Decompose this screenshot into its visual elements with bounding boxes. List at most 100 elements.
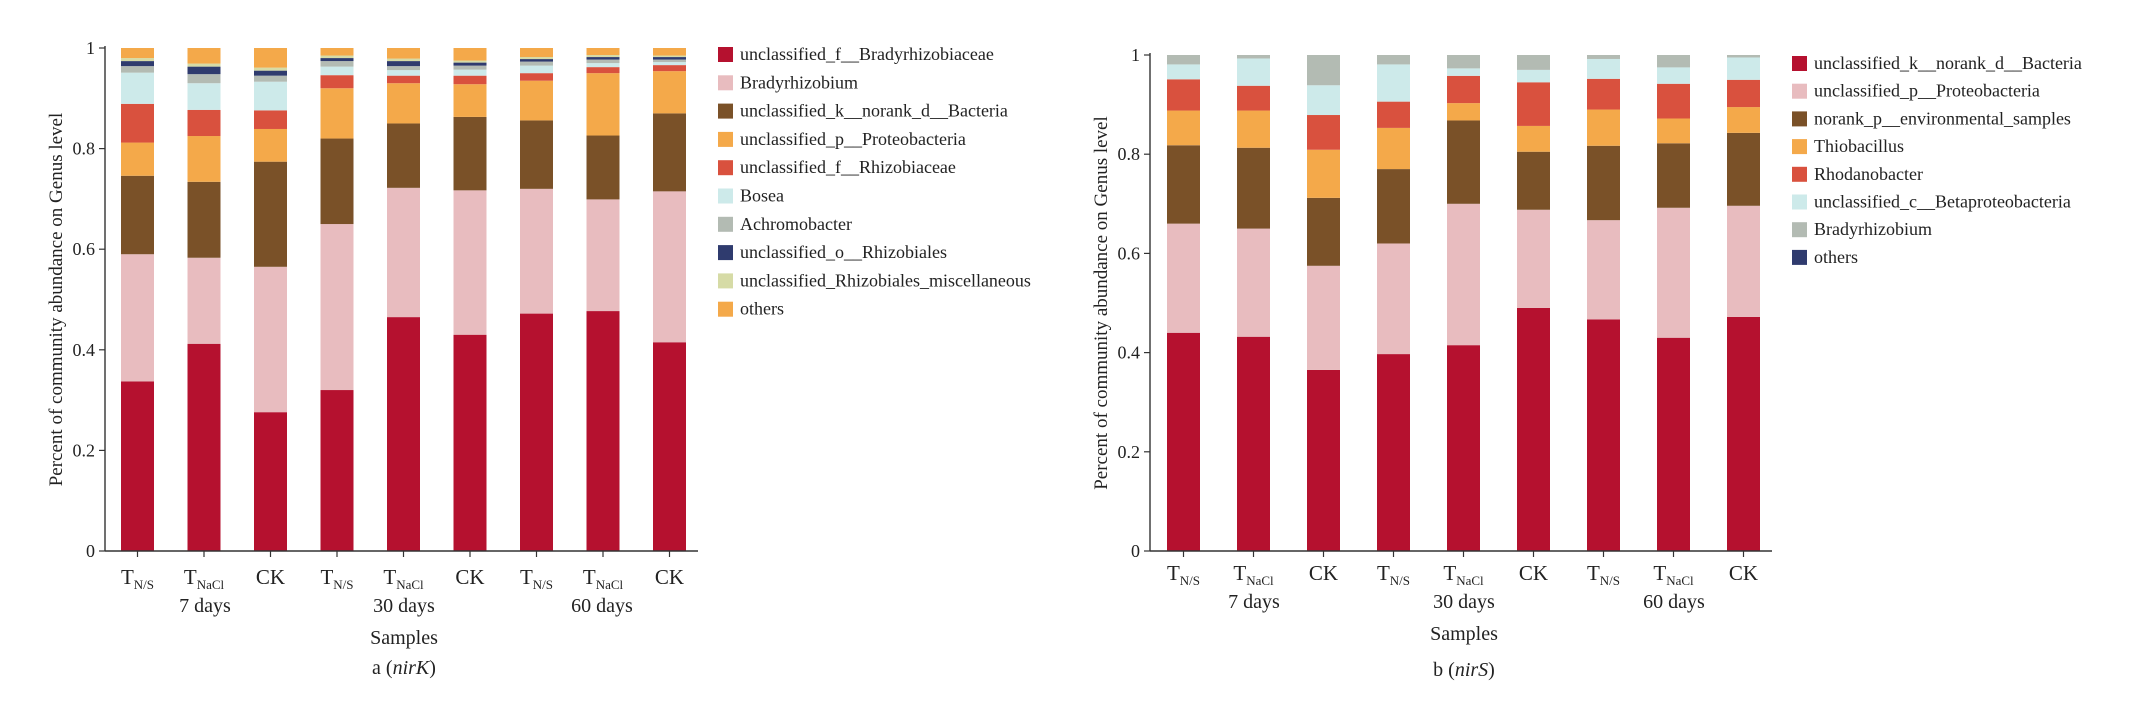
bar-segment (1657, 207, 1690, 338)
bar-segment (1447, 55, 1480, 69)
legend-swatch (718, 273, 733, 289)
bar-segment (520, 313, 553, 551)
panel-label: b (nirS) (1433, 659, 1495, 681)
bar-segment (1657, 143, 1690, 208)
bar-segment (387, 317, 420, 551)
legend-swatch (718, 47, 733, 62)
legend-swatch (1792, 139, 1807, 155)
bar-segment (121, 61, 154, 67)
bar-segment (1447, 203, 1480, 346)
bar-segment (653, 62, 686, 66)
y-axis-title: Percent of community abundance on Genus … (1091, 116, 1112, 490)
bar-segment (453, 334, 487, 551)
bar-segment (453, 48, 487, 61)
x-axis-title: Samples (370, 627, 438, 649)
bar-segment (187, 48, 221, 64)
bar-segment (1727, 57, 1760, 80)
group-label: 7 days (179, 595, 231, 617)
bar-segment (586, 59, 620, 64)
group-label: 60 days (1643, 591, 1705, 613)
y-tick-label: 0.6 (73, 239, 96, 259)
bar-segment (187, 181, 221, 258)
legend-swatch (1792, 83, 1807, 99)
y-tick-label: 0.6 (1118, 243, 1141, 263)
bar-segment (1727, 132, 1760, 206)
bar-segment (187, 343, 221, 551)
bar-segment (121, 66, 154, 73)
bar-segment (1377, 127, 1410, 170)
x-tick-label: TNaCl (1233, 561, 1274, 588)
x-tick-label: TN/S (320, 565, 353, 592)
legend-label: unclassified_p__Proteobacteria (1814, 81, 2040, 101)
bar-segment (1167, 55, 1200, 65)
x-tick-label: CK (1309, 561, 1338, 585)
bar-segment (254, 67, 287, 71)
bar-segment (1657, 83, 1690, 119)
bar-segment (586, 67, 620, 74)
bar-segment (586, 63, 620, 68)
bar-segment (320, 224, 354, 391)
bar-segment (520, 61, 553, 66)
bar-segment (1307, 369, 1340, 551)
bar-segment (1587, 78, 1620, 110)
bar-segment (1237, 58, 1270, 86)
bar-segment (1167, 145, 1200, 224)
bar-segment (1377, 354, 1410, 551)
bar-segment (1377, 243, 1410, 355)
chart-panel-b: 0 0.2 0.4 0.6 0.8 1 Percent of community abund… (1091, 45, 2082, 681)
bar-segment (1517, 151, 1550, 210)
bar-segment (653, 71, 686, 114)
legend-swatch (1792, 111, 1807, 127)
bar-segment (387, 187, 420, 318)
bar-segment (1517, 307, 1550, 551)
bar-segment (653, 48, 686, 56)
bar-segment (1517, 209, 1550, 308)
bar-segment (520, 65, 553, 74)
bar-segment (1447, 75, 1480, 104)
x-tick-label: CK (256, 565, 285, 589)
bar-segment (1657, 337, 1690, 551)
bar-segment (520, 188, 553, 314)
bar-segment (387, 70, 420, 76)
bar-segment (1587, 319, 1620, 551)
bar-segment (387, 83, 420, 124)
legend-label: Achromobacter (740, 214, 852, 234)
bar-segment (1727, 55, 1760, 58)
bar-segment (1307, 55, 1340, 86)
bar-segment (520, 80, 553, 121)
bar-segment (520, 73, 553, 81)
bar-segment (453, 84, 487, 117)
bar-segment (121, 72, 154, 104)
bar-segment (254, 161, 287, 267)
group-label: 30 days (373, 595, 435, 617)
legend-swatch (718, 131, 733, 147)
x-tick-label: CK (455, 565, 484, 589)
x-tick-label: TN/S (520, 565, 553, 592)
y-tick-label: 0.2 (1118, 442, 1141, 462)
x-tick-label: TNaCl (184, 565, 225, 592)
bar-segment (586, 199, 620, 312)
x-tick-label: TNaCl (1653, 561, 1694, 588)
bar-segment (320, 88, 354, 139)
bar-segment (520, 120, 553, 189)
legend-label: norank_p__environmental_samples (1814, 108, 2071, 128)
legend-swatch (718, 301, 733, 317)
bar-segment (387, 58, 420, 62)
bar-segment (653, 113, 686, 192)
x-tick-label: CK (655, 565, 684, 589)
group-label: 7 days (1228, 591, 1280, 613)
legend-swatch (1792, 166, 1807, 182)
bar-segment (121, 254, 154, 382)
bar-segment (320, 75, 354, 89)
y-tick-label: 0 (1131, 541, 1140, 561)
y-tick-label: 0.2 (73, 440, 96, 460)
legend-label: unclassified_c__Betaproteobacteria (1814, 192, 2071, 212)
group-label: 30 days (1433, 591, 1495, 613)
y-tick-label: 0.4 (73, 340, 96, 360)
legend-label: Thiobacillus (1814, 136, 1904, 156)
bar-segment (586, 57, 620, 60)
legend-label: Bradyrhizobium (1814, 219, 1932, 239)
x-tick-label: TN/S (1377, 561, 1410, 588)
bar-segment (653, 65, 686, 72)
bar-segment (1727, 107, 1760, 133)
